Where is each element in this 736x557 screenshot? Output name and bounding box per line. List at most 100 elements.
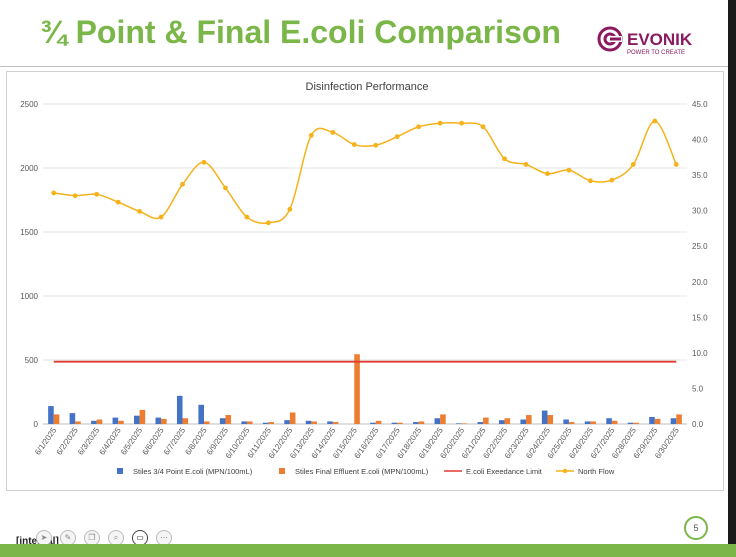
bar-three-quarter-point — [477, 422, 484, 424]
y-tick-label-right: 40.0 — [692, 136, 708, 145]
north-flow-point — [180, 181, 185, 187]
y-tick-label-right: 45.0 — [692, 100, 708, 109]
y-tick-label-left: 1000 — [20, 292, 38, 301]
north-flow-point — [158, 214, 164, 220]
y-tick-label-left: 500 — [25, 356, 39, 365]
window-edge — [728, 0, 736, 544]
bar-three-quarter-point — [456, 423, 462, 424]
bar-three-quarter-point — [649, 416, 655, 424]
bar-three-quarter-point — [434, 418, 441, 424]
bottom-accent-bar — [0, 544, 736, 557]
bar-three-quarter-point — [112, 417, 119, 424]
bar-final-effluent — [483, 417, 489, 424]
north-flow-point — [502, 156, 507, 162]
bar-three-quarter-point — [606, 418, 612, 424]
y-tick-label-left: 2000 — [20, 164, 38, 173]
bar-final-effluent — [118, 420, 124, 424]
north-flow-point — [437, 120, 443, 126]
legend-swatch — [117, 468, 123, 474]
north-flow-point — [588, 178, 593, 184]
north-flow-point — [673, 162, 679, 167]
legend-marker — [562, 468, 568, 474]
bar-final-effluent — [96, 419, 103, 424]
bar-three-quarter-point — [498, 420, 505, 424]
disinfection-chart: Disinfection Performance 0 500 1000 1500 200… — [20, 81, 708, 476]
evonik-wordmark: EVONIK — [627, 30, 693, 49]
bar-final-effluent — [268, 422, 274, 424]
bar-final-effluent — [440, 414, 446, 424]
bar-three-quarter-point — [563, 419, 569, 424]
bar-three-quarter-point — [69, 413, 76, 424]
bar-three-quarter-point — [262, 422, 269, 424]
bar-final-effluent — [590, 421, 596, 424]
legend-label: North Flow — [578, 467, 615, 476]
y-tick-label-right: 15.0 — [692, 313, 708, 322]
y-axis-left: 0 500 1000 1500 2000 2500 — [20, 100, 38, 429]
legend-label: Stiles Final Effluent E.coli (MPN/100mL) — [295, 467, 429, 476]
bar-three-quarter-point — [48, 406, 54, 424]
bar-final-effluent — [633, 422, 639, 424]
bar-final-effluent — [461, 423, 468, 424]
chart-title: Disinfection Performance — [306, 81, 429, 93]
north-flow-point — [308, 132, 314, 138]
north-flow-point — [287, 206, 293, 212]
x-axis: 6/1/20256/2/20256/3/20256/4/20256/5/2025… — [33, 426, 681, 461]
bar-final-effluent — [139, 409, 146, 424]
chart-frame: Disinfection Performance 0 500 1000 1500 200… — [6, 71, 724, 491]
bar-three-quarter-point — [391, 422, 398, 424]
bar-three-quarter-point — [198, 404, 204, 424]
bar-final-effluent — [568, 422, 575, 424]
slide-title: ¾ Point & Final E.coli Comparison — [40, 14, 561, 50]
north-flow-point — [51, 190, 57, 196]
north-flow-point — [652, 118, 658, 124]
y-tick-label-left: 2500 — [20, 100, 38, 109]
bar-final-effluent — [397, 422, 403, 424]
bar-three-quarter-point — [520, 419, 526, 424]
north-flow-point — [609, 177, 615, 183]
bar-three-quarter-point — [584, 421, 591, 424]
north-flow-point — [459, 120, 464, 126]
north-flow-point — [137, 208, 143, 214]
bar-three-quarter-point — [370, 422, 376, 424]
bar-three-quarter-point — [413, 422, 419, 424]
y-tick-label-right: 25.0 — [692, 242, 708, 251]
bar-final-effluent — [204, 421, 210, 424]
legend-swatch — [279, 468, 285, 474]
bar-three-quarter-point — [134, 415, 140, 424]
bar-final-effluent — [526, 415, 532, 424]
y-tick-label-right: 0.0 — [692, 420, 704, 429]
bar-final-effluent — [161, 418, 167, 424]
bar-final-effluent — [504, 418, 511, 424]
y-tick-label-right: 35.0 — [692, 171, 708, 180]
north-flow-point — [201, 159, 207, 165]
bar-final-effluent — [246, 421, 253, 424]
bar-three-quarter-point — [219, 418, 226, 424]
north-flow-point — [523, 162, 529, 167]
bar-final-effluent — [332, 422, 339, 424]
bar-final-effluent — [611, 420, 618, 424]
legend-label: E.coli Exeedance Limit — [466, 467, 543, 476]
north-flow-point — [94, 191, 100, 197]
y-tick-label-right: 20.0 — [692, 278, 708, 287]
bar-final-effluent — [375, 420, 382, 424]
bar-final-effluent — [418, 421, 425, 424]
bar-three-quarter-point — [327, 421, 333, 424]
bar-final-effluent — [225, 415, 232, 424]
bar-final-effluent — [75, 421, 81, 424]
bar-three-quarter-point — [91, 420, 97, 424]
title-divider — [0, 66, 728, 67]
north-flow-point — [373, 142, 379, 148]
bar-three-quarter-point — [670, 418, 677, 424]
north-flow-point — [394, 134, 400, 140]
y-tick-label-left: 0 — [34, 420, 39, 429]
bar-final-effluent — [676, 414, 682, 424]
chart-legend: Stiles 3/4 Point E.coli (MPN/100mL) Stile… — [117, 467, 615, 476]
bar-three-quarter-point — [176, 395, 183, 424]
bar-three-quarter-point — [541, 410, 548, 424]
y-axis-right: 0.0 5.0 10.0 15.0 20.0 25.0 30.0 35.0 40.0 45.0 — [692, 100, 708, 429]
chart-lines — [51, 118, 679, 363]
north-flow-point — [351, 142, 357, 147]
north-flow-point — [630, 162, 636, 167]
north-flow-point — [416, 124, 422, 130]
